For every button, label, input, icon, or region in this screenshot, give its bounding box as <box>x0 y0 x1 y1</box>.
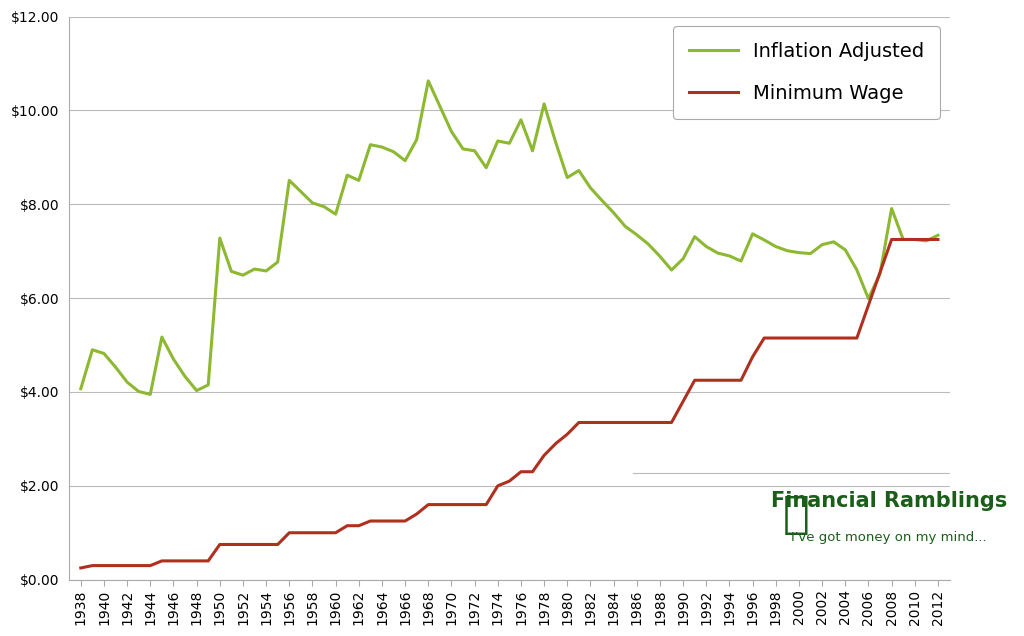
Text: I've got money on my mind...: I've got money on my mind... <box>791 531 986 544</box>
Text: Ⓢ: Ⓢ <box>783 494 810 536</box>
Text: Financial Ramblings: Financial Ramblings <box>771 491 1007 511</box>
Legend: Inflation Adjusted, Minimum Wage: Inflation Adjusted, Minimum Wage <box>674 26 940 119</box>
